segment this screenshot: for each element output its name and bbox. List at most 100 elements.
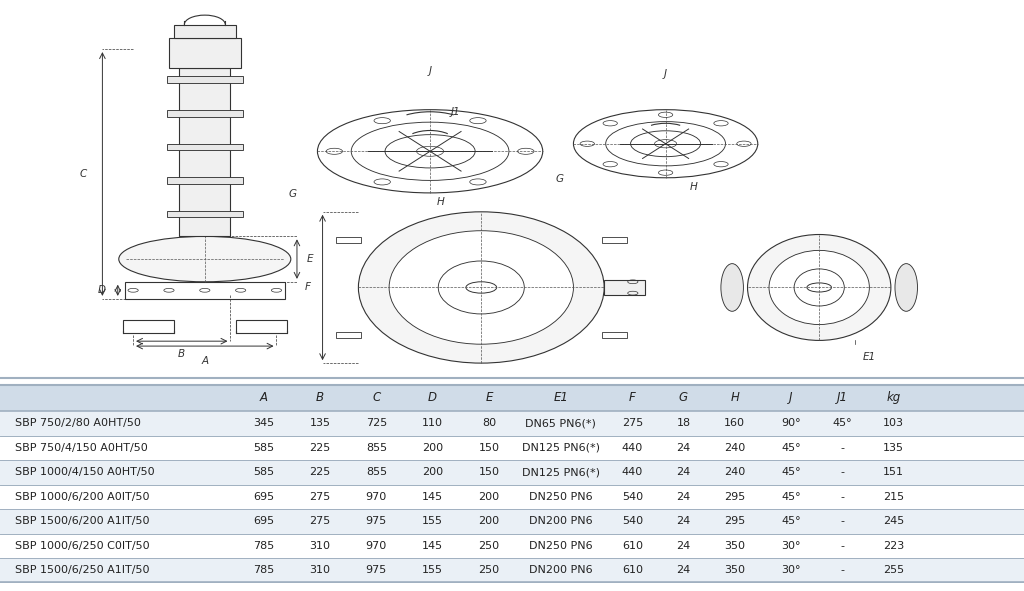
Bar bbox=[0, 485, 1024, 509]
Bar bbox=[125, 282, 285, 299]
Text: 275: 275 bbox=[309, 492, 331, 502]
Text: 151: 151 bbox=[883, 467, 904, 478]
Text: 975: 975 bbox=[366, 565, 387, 575]
Text: D: D bbox=[97, 285, 105, 296]
Text: 145: 145 bbox=[422, 492, 443, 502]
Ellipse shape bbox=[358, 212, 604, 363]
Text: 24: 24 bbox=[677, 517, 690, 527]
Text: 610: 610 bbox=[622, 565, 643, 575]
Text: -: - bbox=[841, 517, 844, 527]
Text: 585: 585 bbox=[253, 443, 274, 453]
Text: 18: 18 bbox=[677, 418, 690, 428]
Ellipse shape bbox=[895, 264, 918, 311]
Text: 310: 310 bbox=[309, 565, 331, 575]
Text: 24: 24 bbox=[677, 565, 690, 575]
Text: 540: 540 bbox=[622, 492, 643, 502]
Text: G: G bbox=[555, 174, 563, 184]
Text: -: - bbox=[841, 443, 844, 453]
Ellipse shape bbox=[389, 230, 573, 344]
Text: -: - bbox=[841, 541, 844, 551]
Ellipse shape bbox=[438, 261, 524, 314]
Text: 250: 250 bbox=[478, 541, 500, 551]
Bar bbox=[167, 210, 243, 217]
Circle shape bbox=[128, 288, 138, 292]
Text: SBP 1000/6/200 A0IT/50: SBP 1000/6/200 A0IT/50 bbox=[15, 492, 150, 502]
Bar bbox=[336, 237, 360, 243]
Text: 135: 135 bbox=[309, 418, 331, 428]
Text: 145: 145 bbox=[422, 541, 443, 551]
Text: 440: 440 bbox=[622, 467, 643, 478]
Text: 160: 160 bbox=[724, 418, 745, 428]
Text: SBP 750/4/150 A0HT/50: SBP 750/4/150 A0HT/50 bbox=[15, 443, 148, 453]
Bar bbox=[0, 411, 1024, 436]
Text: DN200 PN6: DN200 PN6 bbox=[528, 517, 593, 527]
Text: -: - bbox=[841, 467, 844, 478]
Text: E1: E1 bbox=[863, 352, 876, 362]
Text: 610: 610 bbox=[622, 541, 643, 551]
Text: 150: 150 bbox=[478, 467, 500, 478]
Text: 240: 240 bbox=[724, 443, 745, 453]
Text: 855: 855 bbox=[366, 443, 387, 453]
Text: E1: E1 bbox=[553, 391, 568, 404]
Bar bbox=[336, 332, 360, 338]
Text: 695: 695 bbox=[253, 517, 274, 527]
Text: 275: 275 bbox=[309, 517, 331, 527]
Text: SBP 750/2/80 A0HT/50: SBP 750/2/80 A0HT/50 bbox=[15, 418, 141, 428]
Text: 30°: 30° bbox=[781, 541, 801, 551]
Text: -: - bbox=[841, 565, 844, 575]
Bar bbox=[167, 76, 243, 83]
Text: A: A bbox=[260, 391, 267, 404]
Text: 223: 223 bbox=[883, 541, 904, 551]
Text: J: J bbox=[665, 69, 667, 79]
Ellipse shape bbox=[119, 236, 291, 282]
Text: 30°: 30° bbox=[781, 565, 801, 575]
Text: 155: 155 bbox=[422, 565, 443, 575]
Bar bbox=[167, 110, 243, 117]
Text: B: B bbox=[316, 391, 324, 404]
Text: D: D bbox=[428, 391, 437, 404]
Text: SBP 1500/6/200 A1IT/50: SBP 1500/6/200 A1IT/50 bbox=[15, 517, 150, 527]
Circle shape bbox=[236, 288, 246, 292]
Text: 45°: 45° bbox=[781, 517, 801, 527]
Text: 150: 150 bbox=[478, 443, 500, 453]
Text: 585: 585 bbox=[253, 467, 274, 478]
Text: 103: 103 bbox=[883, 418, 904, 428]
Text: H: H bbox=[689, 181, 697, 191]
Text: 155: 155 bbox=[422, 517, 443, 527]
Bar bbox=[179, 68, 230, 236]
Text: J1: J1 bbox=[837, 391, 848, 404]
Bar bbox=[0, 534, 1024, 558]
Text: 24: 24 bbox=[677, 492, 690, 502]
Text: SBP 1000/4/150 A0HT/50: SBP 1000/4/150 A0HT/50 bbox=[15, 467, 155, 478]
Text: DN250 PN6: DN250 PN6 bbox=[528, 541, 593, 551]
Text: E: E bbox=[485, 391, 493, 404]
Bar bbox=[604, 280, 645, 295]
Text: 855: 855 bbox=[366, 467, 387, 478]
Bar bbox=[174, 25, 236, 38]
Text: 970: 970 bbox=[366, 492, 387, 502]
Text: F: F bbox=[304, 282, 310, 293]
Text: 785: 785 bbox=[253, 565, 274, 575]
Text: 695: 695 bbox=[253, 492, 274, 502]
Text: 540: 540 bbox=[622, 517, 643, 527]
Text: 24: 24 bbox=[677, 467, 690, 478]
Bar bbox=[0, 558, 1024, 583]
Text: 45°: 45° bbox=[781, 492, 801, 502]
Text: H: H bbox=[730, 391, 739, 404]
Text: 135: 135 bbox=[883, 443, 904, 453]
Text: 245: 245 bbox=[883, 517, 904, 527]
Text: A: A bbox=[202, 356, 208, 366]
Text: DN250 PN6: DN250 PN6 bbox=[528, 492, 593, 502]
Text: J: J bbox=[429, 66, 431, 76]
Text: SBP 1500/6/250 A1IT/50: SBP 1500/6/250 A1IT/50 bbox=[15, 565, 150, 575]
Text: 240: 240 bbox=[724, 467, 745, 478]
Bar bbox=[0, 385, 1024, 411]
Text: 45°: 45° bbox=[781, 467, 801, 478]
Polygon shape bbox=[236, 320, 287, 333]
Text: 24: 24 bbox=[677, 541, 690, 551]
Text: E: E bbox=[307, 254, 313, 264]
Text: 225: 225 bbox=[309, 443, 331, 453]
Text: 970: 970 bbox=[366, 541, 387, 551]
Text: 255: 255 bbox=[883, 565, 904, 575]
Text: 350: 350 bbox=[724, 565, 745, 575]
